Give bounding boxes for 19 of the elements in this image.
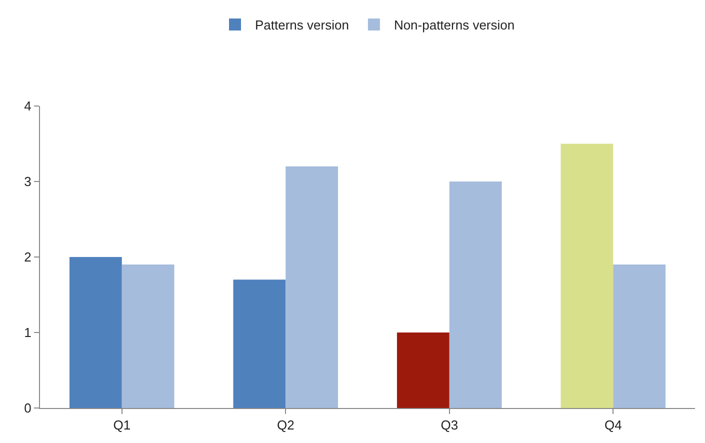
bar: [396, 332, 450, 408]
y-tick-label: 4: [24, 98, 32, 114]
bar: [69, 257, 122, 408]
x-tick-label: Q2: [276, 418, 294, 433]
bar: [449, 182, 502, 408]
y-tick-label: 1: [24, 325, 32, 340]
legend-label: Non-patterns version: [394, 18, 515, 33]
x-tick-label: Q4: [604, 418, 622, 433]
y-tick-label: 0: [24, 400, 32, 416]
y-tick-label: 3: [24, 174, 32, 190]
bar: [613, 264, 666, 408]
x-tick-label: Q1: [113, 418, 131, 433]
bar: [560, 144, 614, 408]
y-tick-label: 2: [24, 250, 32, 265]
bar: [233, 280, 286, 408]
bar: [286, 166, 338, 408]
legend-label: Patterns version: [255, 18, 349, 33]
x-tick-label: Q3: [440, 418, 458, 433]
bar: [122, 264, 174, 408]
